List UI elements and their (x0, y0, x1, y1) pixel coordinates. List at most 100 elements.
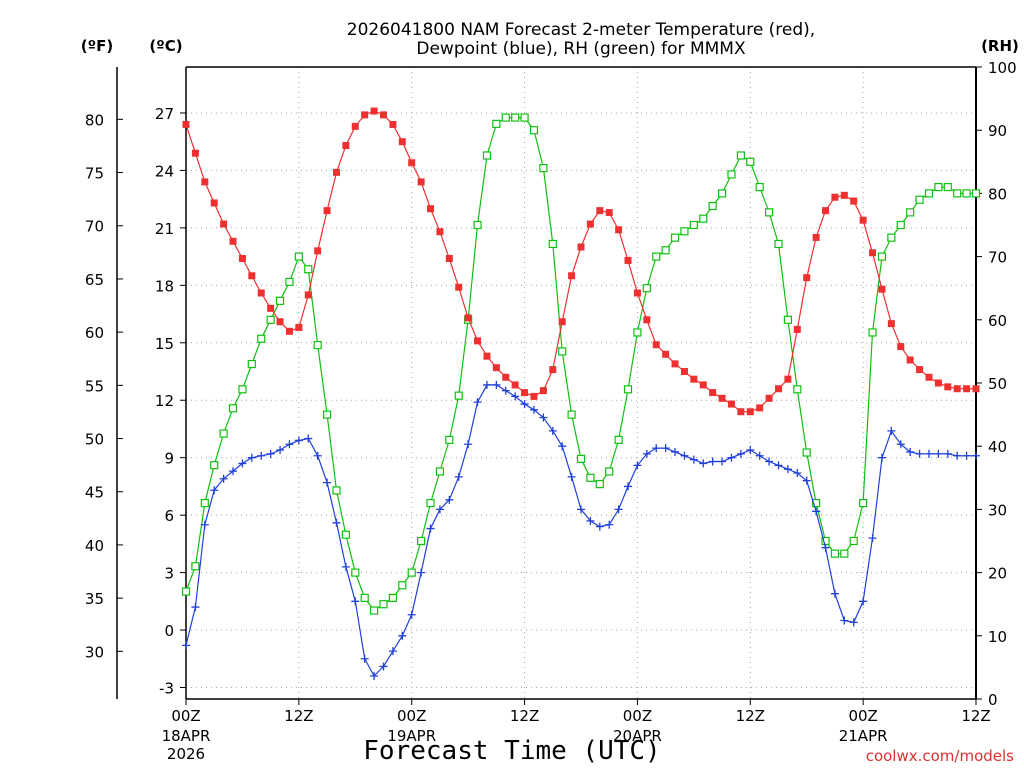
dewpoint-point (379, 662, 388, 671)
temperature-point (756, 404, 764, 412)
x-tick-label: 00Z (623, 707, 652, 725)
dewpoint-point (962, 451, 971, 460)
temperature-point (502, 373, 510, 381)
temperature-point (746, 408, 754, 416)
rh-point (219, 429, 228, 438)
dewpoint-point (276, 446, 285, 455)
temperature-series-line (185, 110, 976, 413)
temperature-point (624, 256, 632, 264)
temperature-point (445, 255, 453, 263)
fahrenheit-tick-label: 50 (85, 431, 104, 449)
celsius-tick-label: 24 (155, 162, 174, 180)
temperature-point (737, 408, 745, 416)
rh-point (285, 277, 294, 286)
rh-point (661, 246, 670, 255)
rh-point (614, 435, 623, 444)
dewpoint-point (718, 457, 727, 466)
temperature-point (295, 323, 303, 331)
rh-point (868, 328, 877, 337)
rh-tick-label: 0 (988, 691, 998, 709)
temperature-point (859, 216, 867, 224)
temperature-point (671, 360, 679, 368)
rh-point (181, 587, 191, 596)
rh-point (924, 189, 934, 198)
temperature-point (643, 316, 651, 324)
dewpoint-point (351, 597, 360, 606)
temperature-point (765, 394, 773, 402)
rh-point (332, 486, 341, 495)
x-year-label: 2026 (167, 745, 205, 763)
rh-series-line (185, 116, 976, 612)
rh-point (567, 410, 576, 419)
rh-point (764, 208, 774, 217)
rh-point (228, 404, 238, 413)
temperature-point (257, 289, 265, 297)
rh-point (652, 252, 661, 261)
rh-point (247, 359, 256, 369)
temperature-point (925, 373, 933, 381)
dewpoint-point (896, 440, 905, 449)
temperature-point (953, 385, 961, 393)
dewpoint-point (840, 616, 849, 625)
dewpoint-point (294, 436, 303, 445)
dewpoint-point (210, 486, 219, 495)
dewpoint-series-line (185, 384, 976, 677)
rh-point (426, 498, 435, 508)
dewpoint-point (953, 451, 962, 460)
dewpoint-point (182, 641, 190, 650)
rh-tick-label: 30 (988, 501, 1007, 519)
temperature-point (455, 283, 463, 291)
temperature-point (972, 385, 980, 393)
dewpoint-point (539, 413, 548, 422)
temperature-point (483, 352, 491, 360)
temperature-point (633, 289, 641, 297)
dewpoint-point (323, 478, 332, 487)
dewpoint-point (924, 449, 933, 458)
rh-point (341, 530, 350, 539)
temperature-point (812, 233, 820, 241)
temperature-point (718, 394, 726, 402)
dewpoint-point (407, 610, 416, 619)
temperature-point (840, 191, 848, 199)
rh-point (482, 151, 492, 160)
dewpoint-point (934, 449, 943, 458)
rh-point (633, 328, 642, 337)
temperature-point (511, 381, 519, 389)
rh-point (266, 315, 275, 324)
celsius-tick-label: 0 (164, 622, 174, 640)
dewpoint-point (266, 449, 275, 458)
rh-point (623, 385, 633, 394)
temperature-point (944, 383, 952, 391)
dewpoint-point (586, 516, 595, 525)
temperature-point (963, 385, 971, 393)
rh-point (699, 214, 708, 223)
temperature-point (878, 285, 886, 293)
temperature-point (539, 387, 547, 395)
dewpoint-point (859, 597, 868, 606)
rh-point (717, 189, 727, 198)
dewpoint-point (435, 505, 444, 514)
dewpoint-point (680, 451, 689, 460)
dewpoint-point (812, 507, 821, 516)
rh-point (953, 189, 962, 198)
rh-point (210, 461, 219, 470)
fahrenheit-tick-label: 30 (85, 643, 104, 661)
celsius-tick-label: 27 (155, 105, 174, 123)
rh-point (548, 239, 557, 249)
temperature-point (182, 120, 190, 128)
dewpoint-point (605, 520, 614, 529)
dewpoint-point (332, 518, 341, 527)
dewpoint-point (567, 472, 576, 481)
rh-point (962, 189, 971, 198)
rh-point (774, 239, 783, 249)
rh-point (680, 227, 689, 236)
dewpoint-point (313, 451, 322, 460)
dewpoint-point (802, 476, 811, 485)
rh-point (708, 201, 717, 211)
dewpoint-point (943, 449, 952, 458)
rh-point (435, 467, 445, 476)
dewpoint-point (708, 457, 717, 466)
rh-point (605, 467, 614, 476)
